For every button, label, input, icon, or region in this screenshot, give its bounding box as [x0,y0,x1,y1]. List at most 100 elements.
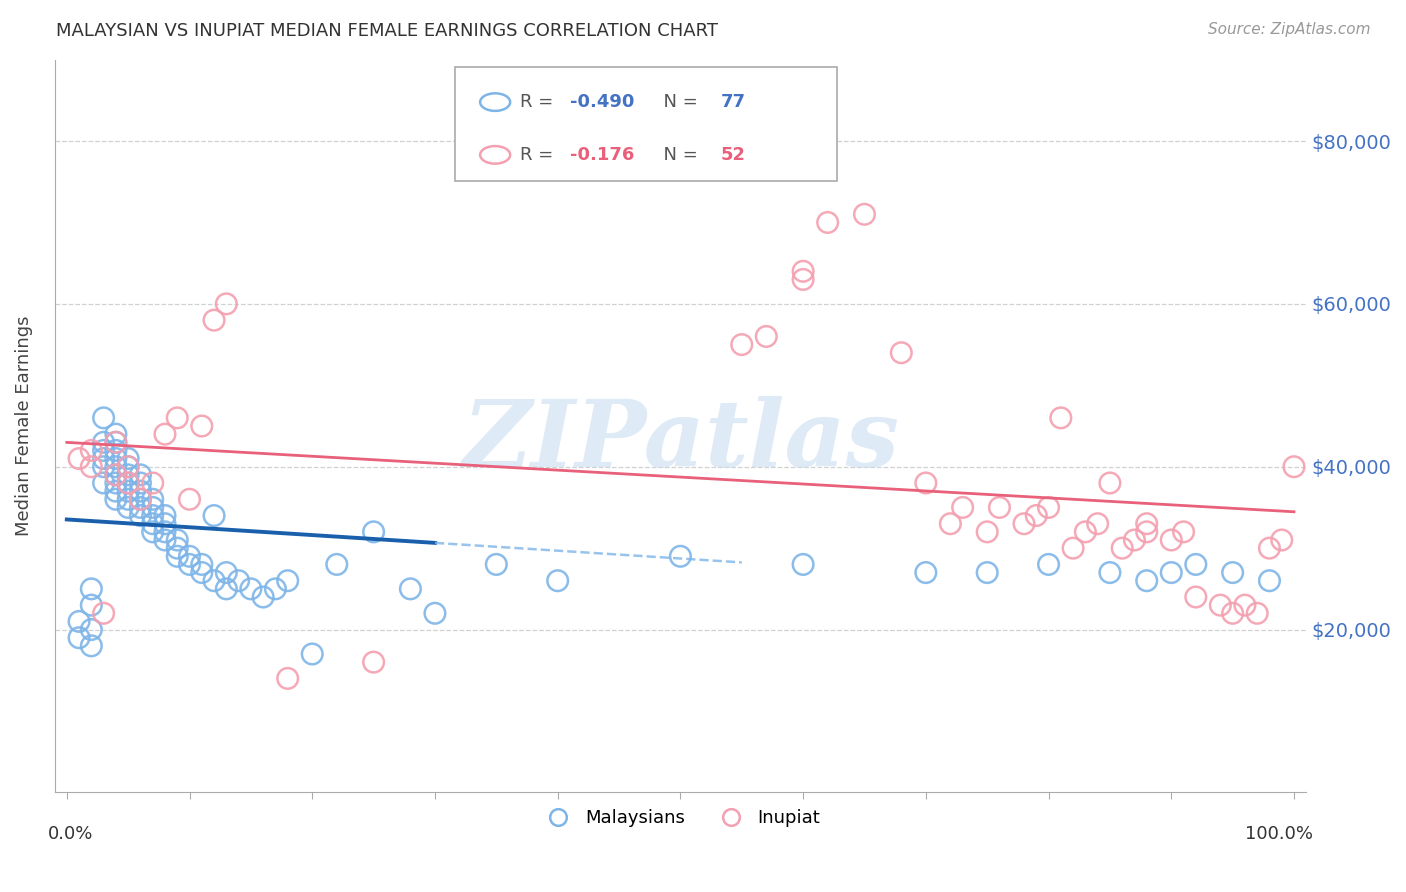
Point [399,582,422,596]
Point [1012,516,1035,531]
Point [80,459,103,474]
Point [142,516,165,531]
Point [1087,516,1109,531]
Point [93,451,115,466]
Point [191,566,214,580]
Text: ZIPatlas: ZIPatlas [463,396,898,485]
Point [669,549,692,564]
Point [952,500,974,515]
Point [363,524,385,539]
Point [1123,533,1146,547]
Point [264,582,287,596]
Text: -0.490: -0.490 [571,93,634,112]
Point [1246,607,1268,621]
Point [129,467,152,482]
Point [104,443,127,458]
Point [215,297,238,311]
Point [1038,500,1060,515]
Point [191,419,214,434]
Text: MALAYSIAN VS INUPIAT MEDIAN FEMALE EARNINGS CORRELATION CHART: MALAYSIAN VS INUPIAT MEDIAN FEMALE EARNI… [56,22,718,40]
Point [104,467,127,482]
Point [1222,566,1244,580]
Point [853,207,876,221]
Point [1111,541,1133,556]
Text: N =: N = [651,93,703,112]
Point [1258,541,1281,556]
Point [104,492,127,507]
Point [817,215,839,229]
Point [547,574,569,588]
Point [104,435,127,450]
Point [939,516,962,531]
Point [277,672,299,686]
Point [1136,524,1159,539]
Point [1185,590,1208,604]
Point [485,558,508,572]
Text: R =: R = [520,146,560,164]
Point [80,443,103,458]
Point [153,533,176,547]
Point [80,639,103,653]
Y-axis label: Median Female Earnings: Median Female Earnings [15,316,32,536]
Point [179,549,201,564]
Point [104,459,127,474]
Point [142,492,165,507]
Point [1098,566,1121,580]
Point [153,516,176,531]
FancyBboxPatch shape [456,67,837,180]
Point [976,524,998,539]
Point [93,435,115,450]
Point [117,459,139,474]
Point [153,508,176,523]
Point [988,500,1011,515]
Point [215,566,238,580]
Point [104,475,127,490]
Point [104,427,127,442]
Point [731,337,754,351]
Point [976,566,998,580]
Point [179,492,201,507]
Point [104,451,127,466]
Point [129,500,152,515]
Point [117,500,139,515]
Point [104,484,127,499]
Point [914,566,936,580]
Point [215,582,238,596]
Point [326,558,349,572]
Point [202,508,225,523]
Point [179,558,201,572]
Point [792,558,814,572]
Point [202,574,225,588]
Point [166,533,188,547]
Text: -0.176: -0.176 [571,146,634,164]
Point [301,647,323,661]
Point [1233,598,1256,612]
Point [80,598,103,612]
Text: 52: 52 [720,146,745,164]
Point [117,467,139,482]
Point [191,558,214,572]
Point [142,500,165,515]
Point [117,492,139,507]
Point [117,484,139,499]
Point [117,451,139,466]
Point [1098,475,1121,490]
Point [129,475,152,490]
Point [1074,524,1097,539]
Point [104,467,127,482]
Text: 77: 77 [720,93,745,112]
Point [93,410,115,425]
Point [1062,541,1084,556]
Point [80,623,103,637]
Point [129,508,152,523]
Point [252,590,274,604]
Point [166,410,188,425]
Text: R =: R = [520,93,560,112]
Point [104,435,127,450]
Point [93,607,115,621]
Point [1222,607,1244,621]
Point [129,484,152,499]
Point [117,475,139,490]
Point [142,475,165,490]
Point [755,329,778,343]
